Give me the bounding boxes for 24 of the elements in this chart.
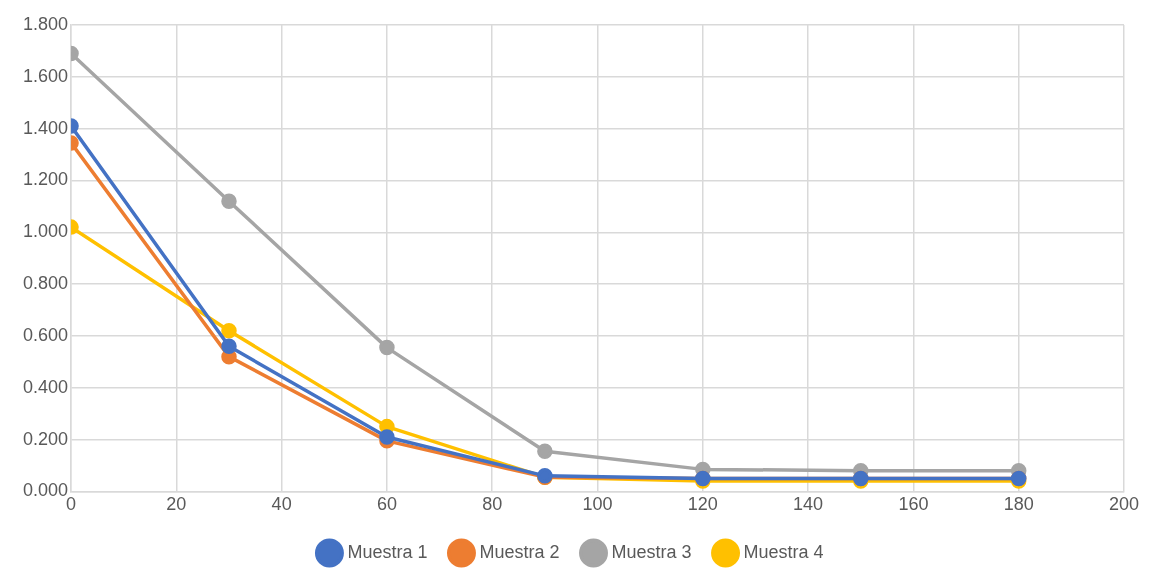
x-tick-label: 100 [582, 494, 613, 515]
x-tick-label: 180 [1003, 494, 1034, 515]
x-tick-label: 60 [376, 494, 397, 515]
y-tick-label: 1.400 [23, 117, 69, 138]
y-tick-label: 1.800 [23, 13, 69, 34]
y-tick-label: 0.800 [23, 273, 69, 294]
legend-label: Muestra 2 [479, 541, 560, 562]
x-tick-label: 160 [898, 494, 929, 515]
y-tick-label: 0.200 [23, 428, 69, 449]
x-tick-label: 80 [482, 494, 503, 515]
legend-label: Muestra 4 [743, 541, 824, 562]
y-tick-label: 1.600 [23, 65, 69, 86]
x-tick-label: 120 [687, 494, 718, 515]
x-tick-label: 0 [66, 494, 77, 515]
legend-label: Muestra 3 [611, 541, 692, 562]
y-tick-label: 0.400 [23, 376, 69, 397]
x-tick-label: 40 [271, 494, 292, 515]
x-tick-label: 20 [166, 494, 187, 515]
x-tick-label: 140 [793, 494, 824, 515]
y-tick-label: 1.200 [23, 169, 69, 190]
x-tick-label: 200 [1108, 494, 1140, 515]
y-tick-label: 0.600 [23, 324, 69, 345]
y-tick-label: 1.000 [23, 221, 69, 242]
legend-label: Muestra 1 [347, 541, 428, 562]
